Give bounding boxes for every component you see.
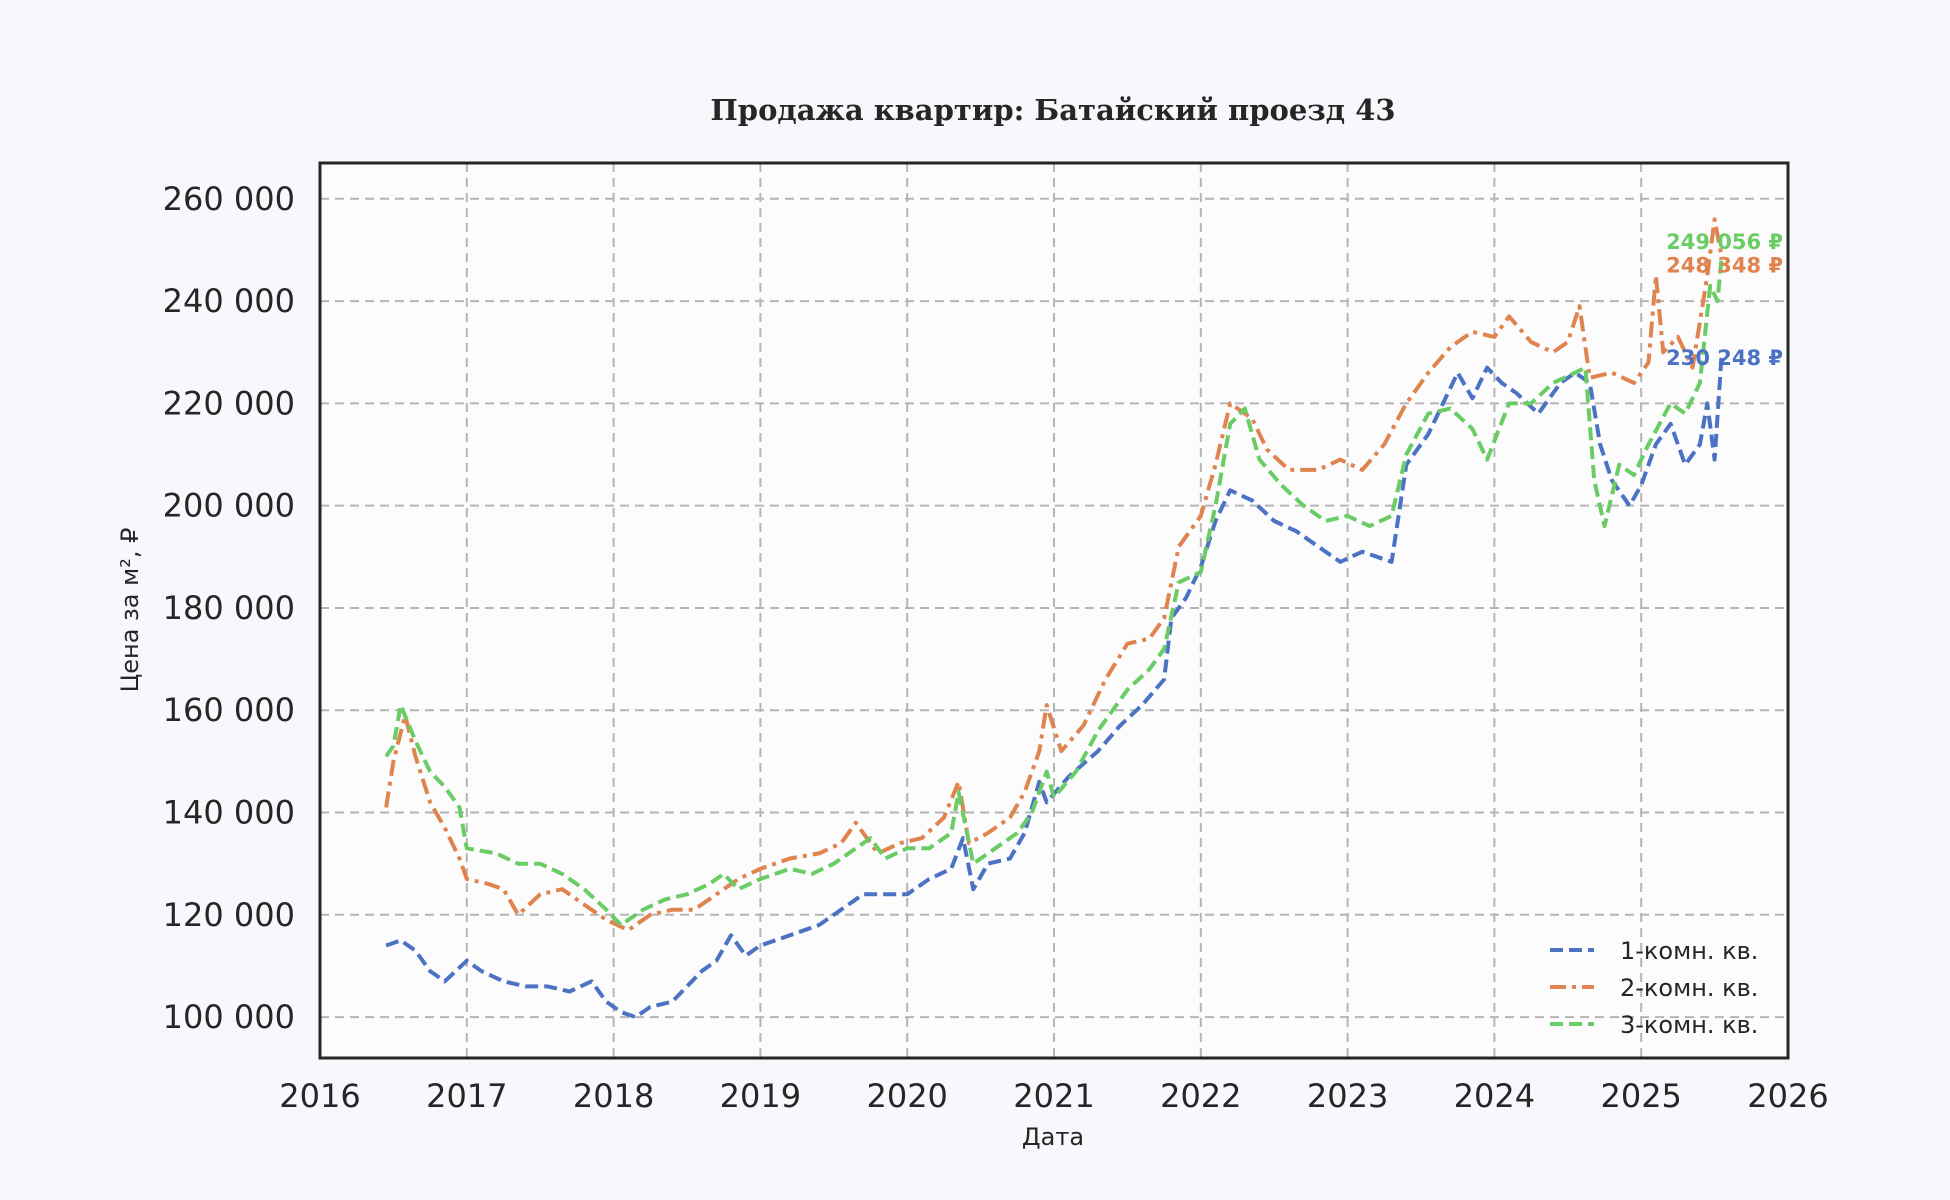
x-tick-label-5: 2021 — [1013, 1077, 1094, 1115]
x-tick-label-9: 2025 — [1600, 1077, 1681, 1115]
end-label-2: 248 348 ₽ — [1666, 253, 1783, 277]
x-axis-ticks: 2016 2017 2018 2019 2020 2021 2022 2023 2024 2025… — [279, 1077, 1828, 1115]
x-tick-label-8: 2024 — [1454, 1077, 1535, 1115]
legend-label-3: 3-комн. кв. — [1620, 1011, 1758, 1039]
legend: 1-комн. кв. 2-комн. кв. 3-комн. кв. — [1550, 937, 1758, 1039]
legend-label-1: 1-комн. кв. — [1620, 937, 1758, 965]
end-label-1: 230 248 ₽ — [1666, 346, 1783, 370]
y-tick-label-6: 220 000 — [163, 384, 295, 422]
x-tick-label-7: 2023 — [1307, 1077, 1388, 1115]
x-tick-label-0: 2016 — [279, 1077, 360, 1115]
y-tick-label-2: 140 000 — [163, 794, 295, 832]
end-label-3: 249 056 ₽ — [1666, 230, 1783, 254]
series-line-2 — [384, 217, 1724, 933]
y-tick-label-5: 200 000 — [163, 487, 295, 525]
legend-label-2: 2-комн. кв. — [1620, 974, 1758, 1002]
x-tick-label-6: 2022 — [1160, 1077, 1241, 1115]
y-tick-label-7: 240 000 — [163, 282, 295, 320]
x-tick-label-10: 2026 — [1747, 1077, 1828, 1115]
plot-frame — [318, 161, 1790, 1060]
x-axis-label: Дата — [1022, 1123, 1084, 1151]
series-line-1 — [385, 350, 1724, 1020]
y-tick-label-3: 160 000 — [163, 691, 295, 729]
end-value-labels: 230 248 ₽ 248 348 ₽249 056 ₽ — [1666, 230, 1783, 370]
y-axis-label: Цена за м², ₽ — [116, 528, 144, 693]
y-tick-label-1: 120 000 — [163, 896, 295, 934]
x-tick-label-1: 2017 — [426, 1077, 507, 1115]
x-tick-label-4: 2020 — [866, 1077, 947, 1115]
x-tick-label-3: 2019 — [720, 1077, 801, 1115]
series-lines — [384, 217, 1724, 1020]
chart-title: Продажа квартир: Батайский проезд 43 — [710, 93, 1395, 127]
y-tick-label-8: 260 000 — [163, 180, 295, 218]
series-line-3 — [384, 254, 1724, 927]
y-tick-label-4: 180 000 — [163, 589, 295, 627]
x-tick-label-2: 2018 — [573, 1077, 654, 1115]
y-axis-ticks: 100 000 120 000 140 000 160 000 180 000 200 0… — [163, 180, 295, 1036]
plot-area — [320, 163, 1788, 1058]
y-tick-label-0: 100 000 — [163, 998, 295, 1036]
